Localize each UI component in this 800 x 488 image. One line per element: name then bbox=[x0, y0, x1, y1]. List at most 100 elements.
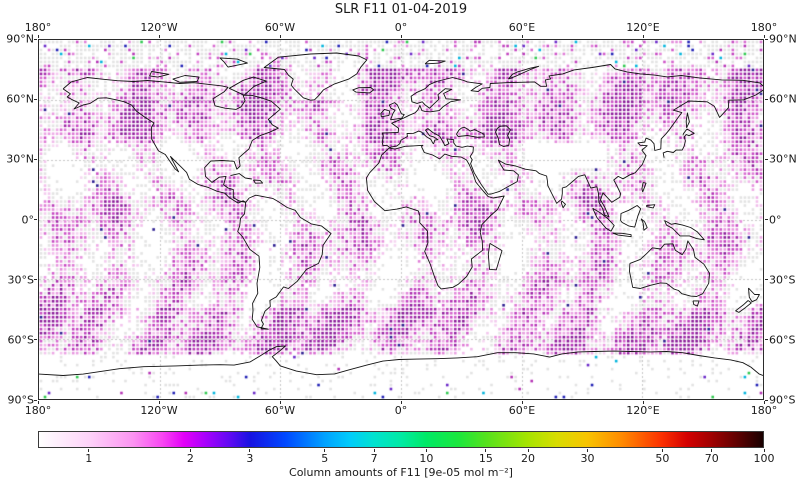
lon-tick-label-bottom: 120°W bbox=[140, 404, 178, 417]
lon-tick-mark bbox=[158, 401, 160, 404]
lat-tick-label-left: 0° bbox=[21, 213, 35, 226]
lat-tick-mark bbox=[765, 339, 768, 341]
lat-tick-label-left: 30°N bbox=[6, 152, 34, 166]
coastline-path bbox=[495, 125, 511, 147]
colorbar-tick-mark bbox=[189, 449, 191, 452]
colorbar-tick-mark bbox=[661, 449, 663, 452]
colorbar-tick-mark bbox=[711, 449, 713, 452]
colorbar-tick-mark bbox=[324, 449, 326, 452]
lon-tick-label-bottom: 180° bbox=[24, 404, 52, 417]
lon-tick-mark bbox=[642, 35, 644, 38]
coastline-path bbox=[253, 179, 264, 184]
colorbar-tick-mark bbox=[586, 449, 588, 452]
lat-tick-label-left: 90°N bbox=[6, 32, 34, 46]
coastline-path bbox=[388, 102, 405, 121]
lon-tick-label-bottom: 60°E bbox=[508, 404, 536, 417]
lon-tick-mark bbox=[400, 401, 402, 404]
coastline-path bbox=[352, 87, 375, 94]
lat-tick-mark bbox=[765, 38, 768, 40]
colorbar-label: Column amounts of F11 [9e-05 mol m⁻²] bbox=[289, 466, 513, 479]
lat-tick-mark bbox=[765, 158, 768, 160]
colorbar-tick-label: 7 bbox=[370, 452, 378, 465]
lat-tick-mark bbox=[765, 219, 768, 220]
colorbar-tick-mark bbox=[527, 449, 529, 452]
lat-tick-label-left: 60°S bbox=[7, 333, 34, 347]
colorbar-tick-mark bbox=[763, 449, 765, 452]
lon-tick-label-top: 60°E bbox=[508, 21, 536, 34]
colorbar-tick-label: 100 bbox=[753, 452, 775, 465]
lon-tick-mark bbox=[37, 401, 39, 404]
lon-tick-label-top: 180° bbox=[24, 21, 52, 34]
colorbar-tick-label: 70 bbox=[704, 452, 719, 465]
colorbar-tick-label: 3 bbox=[246, 452, 254, 465]
coastline-path bbox=[380, 108, 391, 118]
lon-tick-mark bbox=[763, 35, 765, 38]
coastline-path bbox=[365, 144, 505, 290]
coastline-path bbox=[662, 128, 695, 158]
lat-tick-label-right: 60°S bbox=[769, 333, 796, 347]
lat-tick-mark bbox=[34, 98, 37, 100]
lat-tick-label-right: 60°N bbox=[769, 92, 797, 106]
colorbar-tick-label: 50 bbox=[655, 452, 670, 465]
colorbar-tick-label: 5 bbox=[321, 452, 329, 465]
colorbar-tick-label: 1 bbox=[85, 452, 93, 465]
lon-tick-mark bbox=[158, 35, 160, 38]
coastline-path bbox=[172, 75, 200, 83]
lon-tick-label-bottom: 180° bbox=[750, 404, 778, 417]
lat-tick-label-right: 90°S bbox=[769, 393, 796, 407]
lon-tick-label-top: 120°E bbox=[626, 21, 660, 34]
lon-tick-label-top: 0° bbox=[394, 21, 408, 34]
lat-tick-mark bbox=[34, 219, 37, 220]
colorbar-tick-label: 2 bbox=[186, 452, 194, 465]
lon-tick-label-top: 180° bbox=[750, 21, 778, 34]
colorbar-tick-mark bbox=[485, 449, 487, 452]
lat-tick-label-right: 30°N bbox=[769, 152, 797, 166]
lon-tick-mark bbox=[763, 401, 765, 404]
lon-tick-label-bottom: 120°E bbox=[626, 404, 660, 417]
coastlines-layer bbox=[39, 52, 763, 376]
lat-tick-mark bbox=[34, 38, 37, 40]
coastline-path bbox=[263, 52, 368, 101]
colorbar-tick-label: 20 bbox=[521, 452, 536, 465]
coastline-path bbox=[487, 243, 503, 271]
coastline-path bbox=[629, 240, 710, 297]
coastline-path bbox=[456, 126, 485, 138]
coastline-path bbox=[592, 207, 615, 232]
coastline-path bbox=[149, 71, 170, 78]
colorbar-tick-mark bbox=[425, 449, 427, 452]
coastline-path bbox=[228, 76, 267, 96]
colorbar-tick-mark bbox=[249, 449, 251, 452]
lat-tick-label-left: 60°N bbox=[6, 92, 34, 106]
lon-tick-mark bbox=[400, 35, 402, 38]
lon-tick-mark bbox=[521, 401, 523, 404]
colorbar bbox=[38, 431, 764, 448]
coastline-path bbox=[62, 77, 281, 204]
coastline-path bbox=[424, 59, 446, 65]
lon-tick-mark bbox=[642, 401, 644, 404]
coastline-path bbox=[612, 232, 632, 238]
coastline-path bbox=[39, 345, 763, 376]
lat-tick-mark bbox=[34, 399, 37, 401]
coastline-path bbox=[685, 112, 690, 128]
colorbar-tick-label: 15 bbox=[478, 452, 493, 465]
coastline-path bbox=[230, 173, 252, 180]
coastline-path bbox=[508, 65, 540, 80]
lat-tick-label-left: 90°S bbox=[7, 393, 34, 407]
lon-tick-mark bbox=[37, 35, 39, 38]
lon-tick-mark bbox=[279, 35, 281, 38]
coastline-path bbox=[620, 205, 642, 228]
coastline-path bbox=[748, 287, 760, 303]
coastline-path bbox=[640, 218, 648, 231]
coastline-path bbox=[735, 300, 752, 313]
coastline-path bbox=[237, 194, 332, 330]
lat-tick-label-left: 30°S bbox=[7, 273, 34, 287]
lon-tick-label-top: 120°W bbox=[140, 21, 178, 34]
coastline-path bbox=[219, 57, 248, 68]
colorbar-tick-mark bbox=[88, 449, 90, 452]
lat-tick-mark bbox=[34, 339, 37, 341]
lat-tick-label-right: 90°N bbox=[769, 32, 797, 46]
coastline-path bbox=[381, 64, 763, 143]
colorbar-tick-label: 10 bbox=[419, 452, 434, 465]
lon-tick-label-bottom: 0° bbox=[394, 404, 408, 417]
